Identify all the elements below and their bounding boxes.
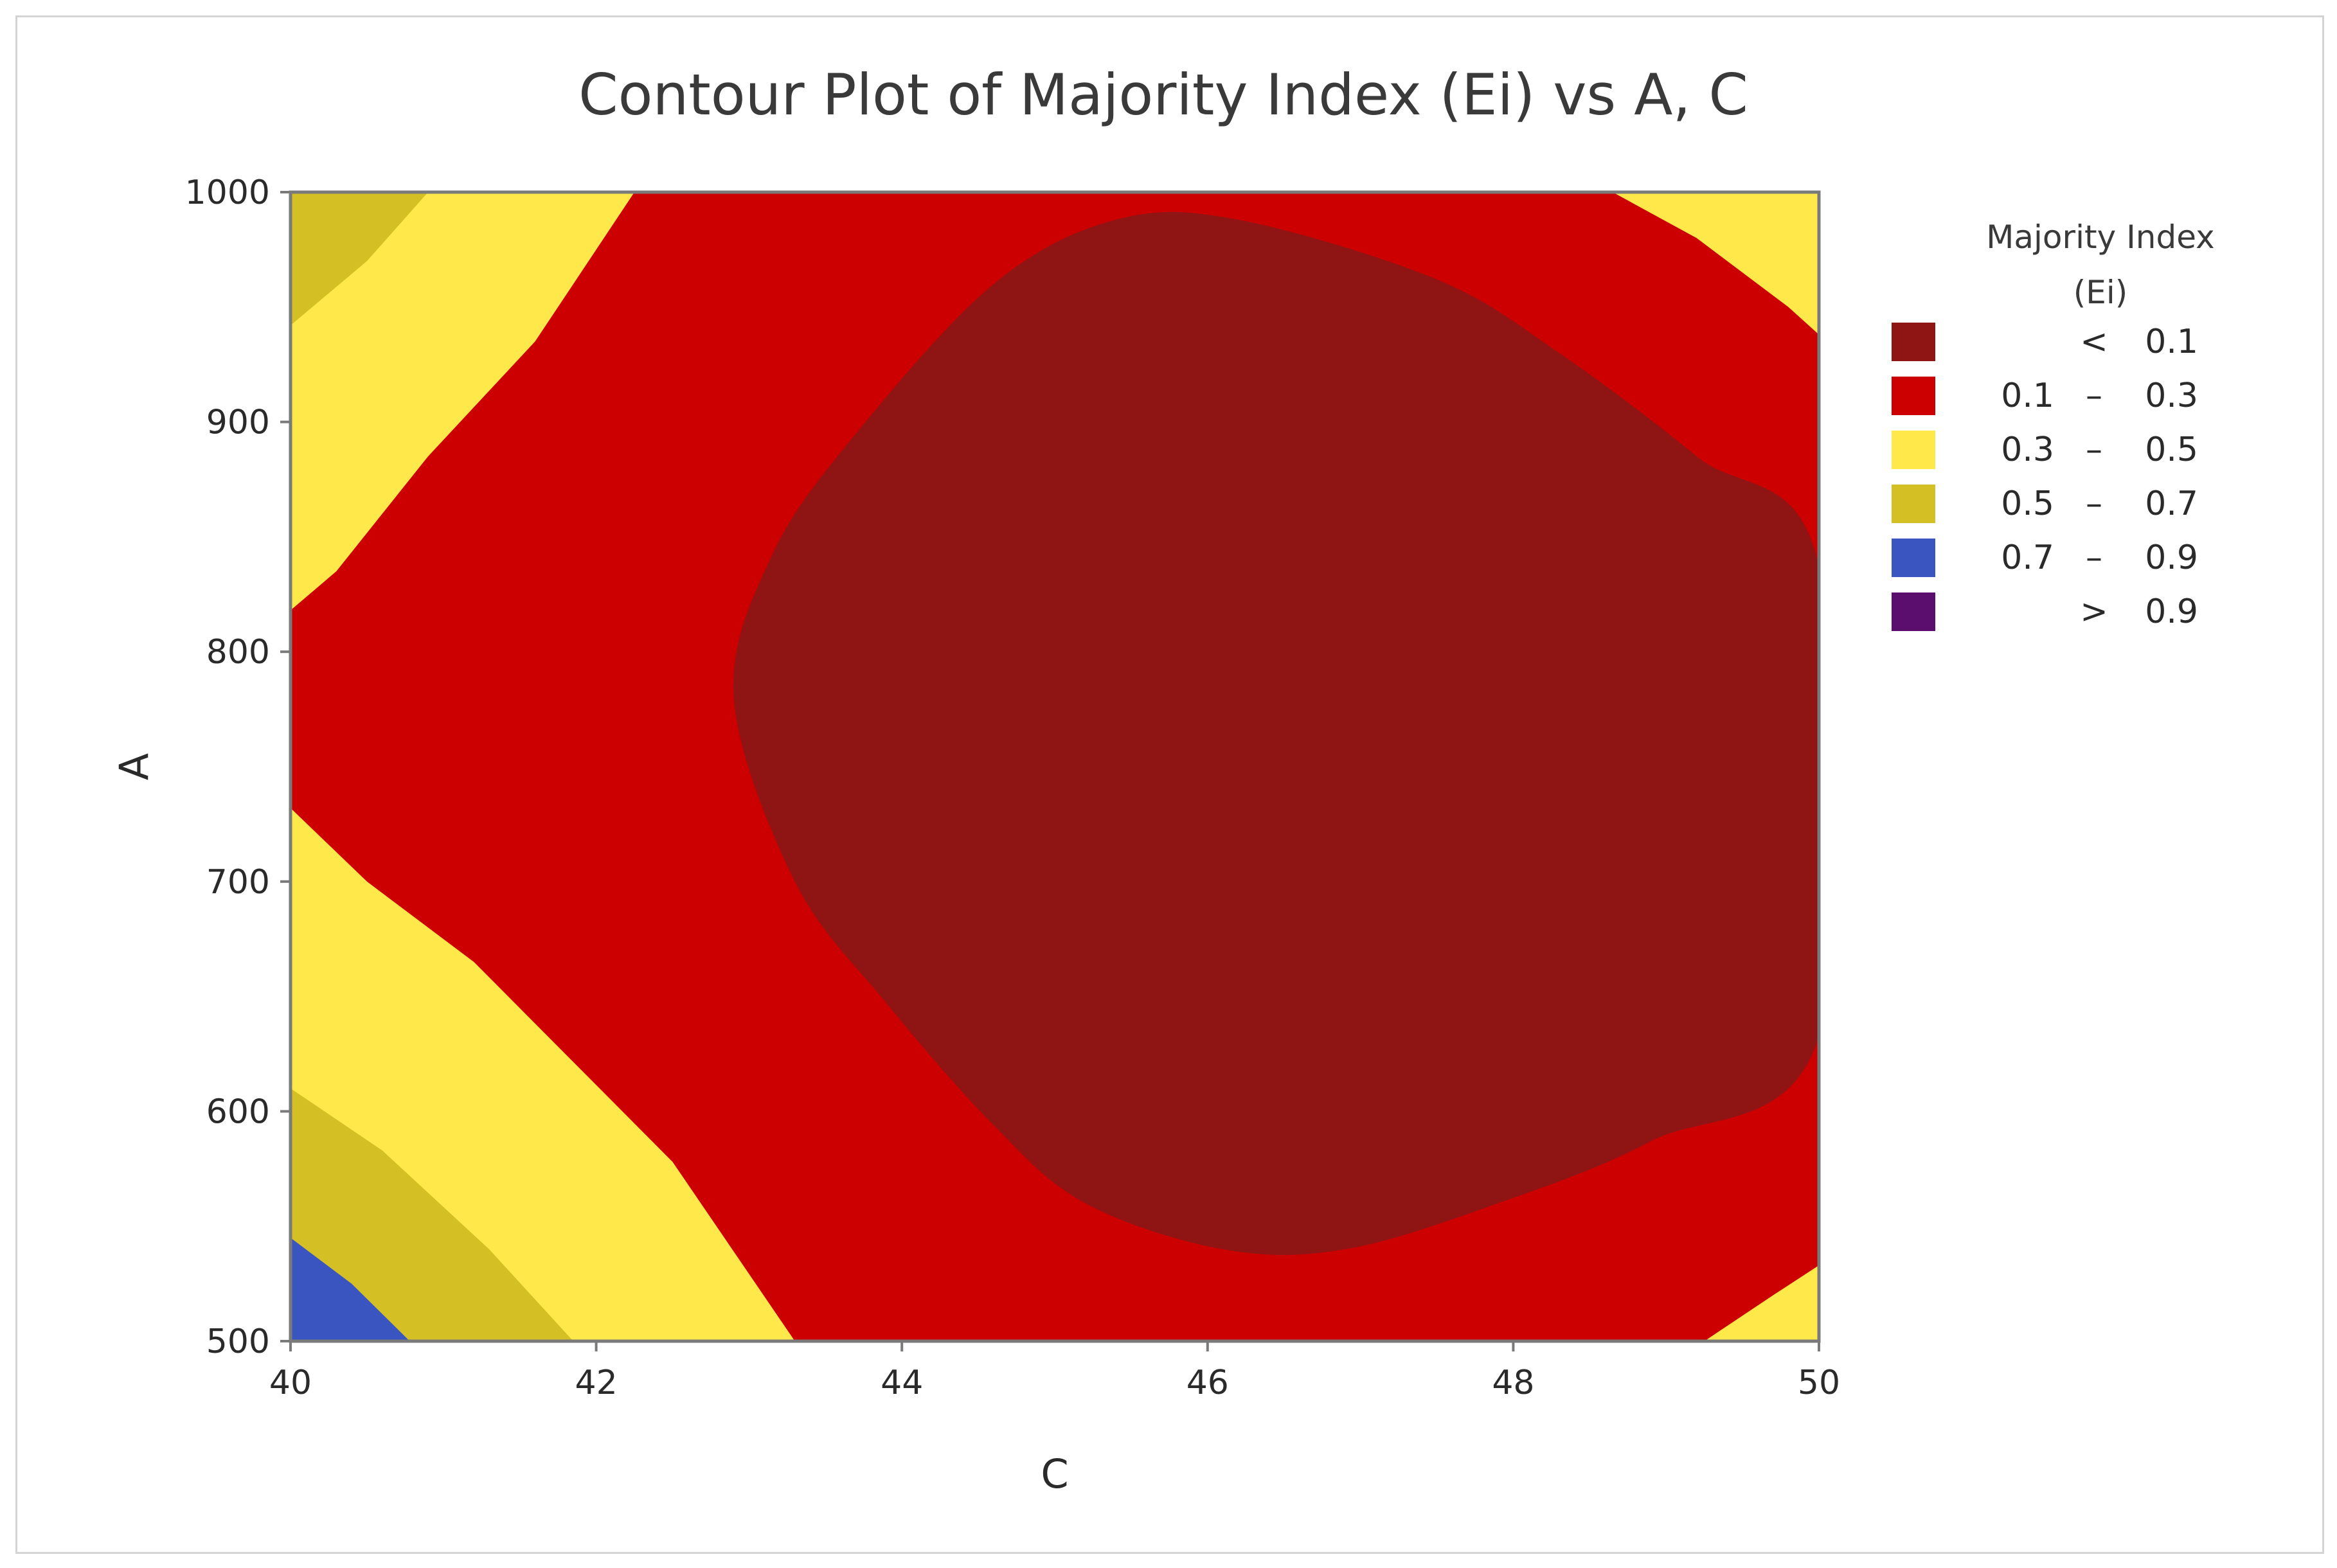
x-tick-label: 48 [1492, 1364, 1534, 1402]
contour-region [291, 192, 635, 610]
legend-upper-bound: 0.9 [2145, 539, 2198, 577]
x-axis-label: C [1041, 1450, 1068, 1497]
contour-regions [291, 192, 1819, 1341]
legend-item: >0.9 [1892, 592, 2198, 631]
legend-title-line1: Majority Index [1986, 218, 2214, 256]
x-tick-label: 44 [881, 1364, 923, 1402]
x-tick-label: 42 [575, 1364, 618, 1402]
contour-region [291, 192, 428, 326]
y-tick-label: 600 [206, 1092, 270, 1131]
legend-separator: – [2086, 539, 2102, 577]
legend-lower-bound: 0.7 [2001, 539, 2054, 577]
chart-title: Contour Plot of Majority Index (Ei) vs A… [578, 62, 1748, 128]
y-tick-label: 500 [206, 1323, 270, 1361]
legend-item: 0.3– 0.5 [1892, 431, 2198, 469]
legend-swatch [1892, 323, 1935, 361]
legend-item: 0.1– 0.3 [1892, 377, 2198, 415]
y-tick-label: 700 [206, 863, 270, 902]
legend-swatch [1892, 485, 1935, 523]
legend-upper-bound: 0.5 [2145, 431, 2198, 469]
legend-upper-bound: 0.9 [2145, 592, 2198, 631]
plot-area-border [289, 190, 1821, 1343]
y-tick-label: 800 [206, 633, 270, 672]
legend-lower-bound: 0.3 [2001, 431, 2054, 469]
legend-upper-bound: 0.3 [2145, 377, 2198, 415]
x-axis: 40 42 44 46 48 50 [269, 1341, 1840, 1402]
legend-separator: – [2086, 431, 2102, 469]
legend-item: <0.1 [1892, 323, 2198, 361]
contour-region [291, 1088, 573, 1341]
legend-separator: – [2086, 377, 2102, 415]
legend-lower-bound: 0.1 [2001, 377, 2054, 415]
legend-item: 0.5– 0.7 [1892, 485, 2198, 523]
legend-swatch [1892, 431, 1935, 469]
y-axis: 500 600 700 800 900 1000 [185, 174, 291, 1361]
legend-title-line2: (Ei) [2073, 274, 2128, 311]
legend-separator: < [2080, 323, 2108, 361]
legend-items: <0.10.1–0.30.3–0.50.5–0.70.7–0.9> 0.9 [1892, 323, 2198, 631]
legend: Majority Index (Ei) <0.10.1–0.30.3–0.50.… [1892, 218, 2215, 631]
contour-region [291, 1238, 410, 1341]
legend-upper-bound: 0.1 [2145, 323, 2198, 361]
contour-region [733, 211, 1819, 1255]
y-tick-label: 900 [206, 404, 270, 442]
y-tick-label: 1000 [185, 174, 270, 212]
x-tick-label: 50 [1798, 1364, 1840, 1402]
y-axis-label: A [111, 753, 157, 780]
x-tick-label: 40 [269, 1364, 312, 1402]
legend-separator: > [2080, 592, 2108, 631]
contour-region [1704, 1265, 1819, 1341]
legend-swatch [1892, 377, 1935, 415]
legend-separator: – [2086, 485, 2102, 523]
legend-item: 0.7– 0.9 [1892, 539, 2198, 577]
legend-upper-bound: 0.7 [2145, 485, 2198, 523]
contour-region [1613, 192, 1819, 335]
legend-swatch [1892, 539, 1935, 577]
legend-lower-bound: 0.5 [2001, 485, 2054, 523]
legend-swatch [1892, 592, 1935, 631]
x-tick-label: 46 [1186, 1364, 1229, 1402]
